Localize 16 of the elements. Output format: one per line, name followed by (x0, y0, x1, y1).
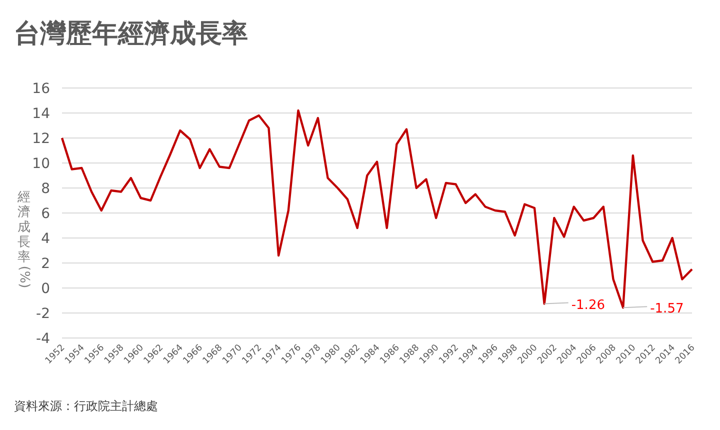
y-tick-label: 12 (32, 131, 50, 147)
source-note: 資料來源：行政院主計總處 (14, 399, 158, 413)
y-tick-label: 16 (32, 81, 50, 97)
y-tick-label: 10 (32, 156, 50, 172)
y-tick-label: 8 (41, 181, 50, 197)
data-label: -1.57 (650, 302, 684, 317)
y-tick-label: -2 (36, 306, 50, 322)
y-tick-label: 0 (41, 281, 50, 297)
chart-title: 台灣歷年經濟成長率 (14, 19, 248, 49)
data-label: -1.26 (571, 298, 605, 313)
y-tick-label: 6 (41, 206, 50, 222)
y-tick-label: 14 (32, 106, 50, 122)
y-tick-label: 4 (41, 231, 50, 247)
y-tick-label: 2 (41, 256, 50, 272)
y-axis-title: 經濟成長率 (%) (16, 190, 32, 288)
y-tick-label: -4 (36, 331, 50, 347)
